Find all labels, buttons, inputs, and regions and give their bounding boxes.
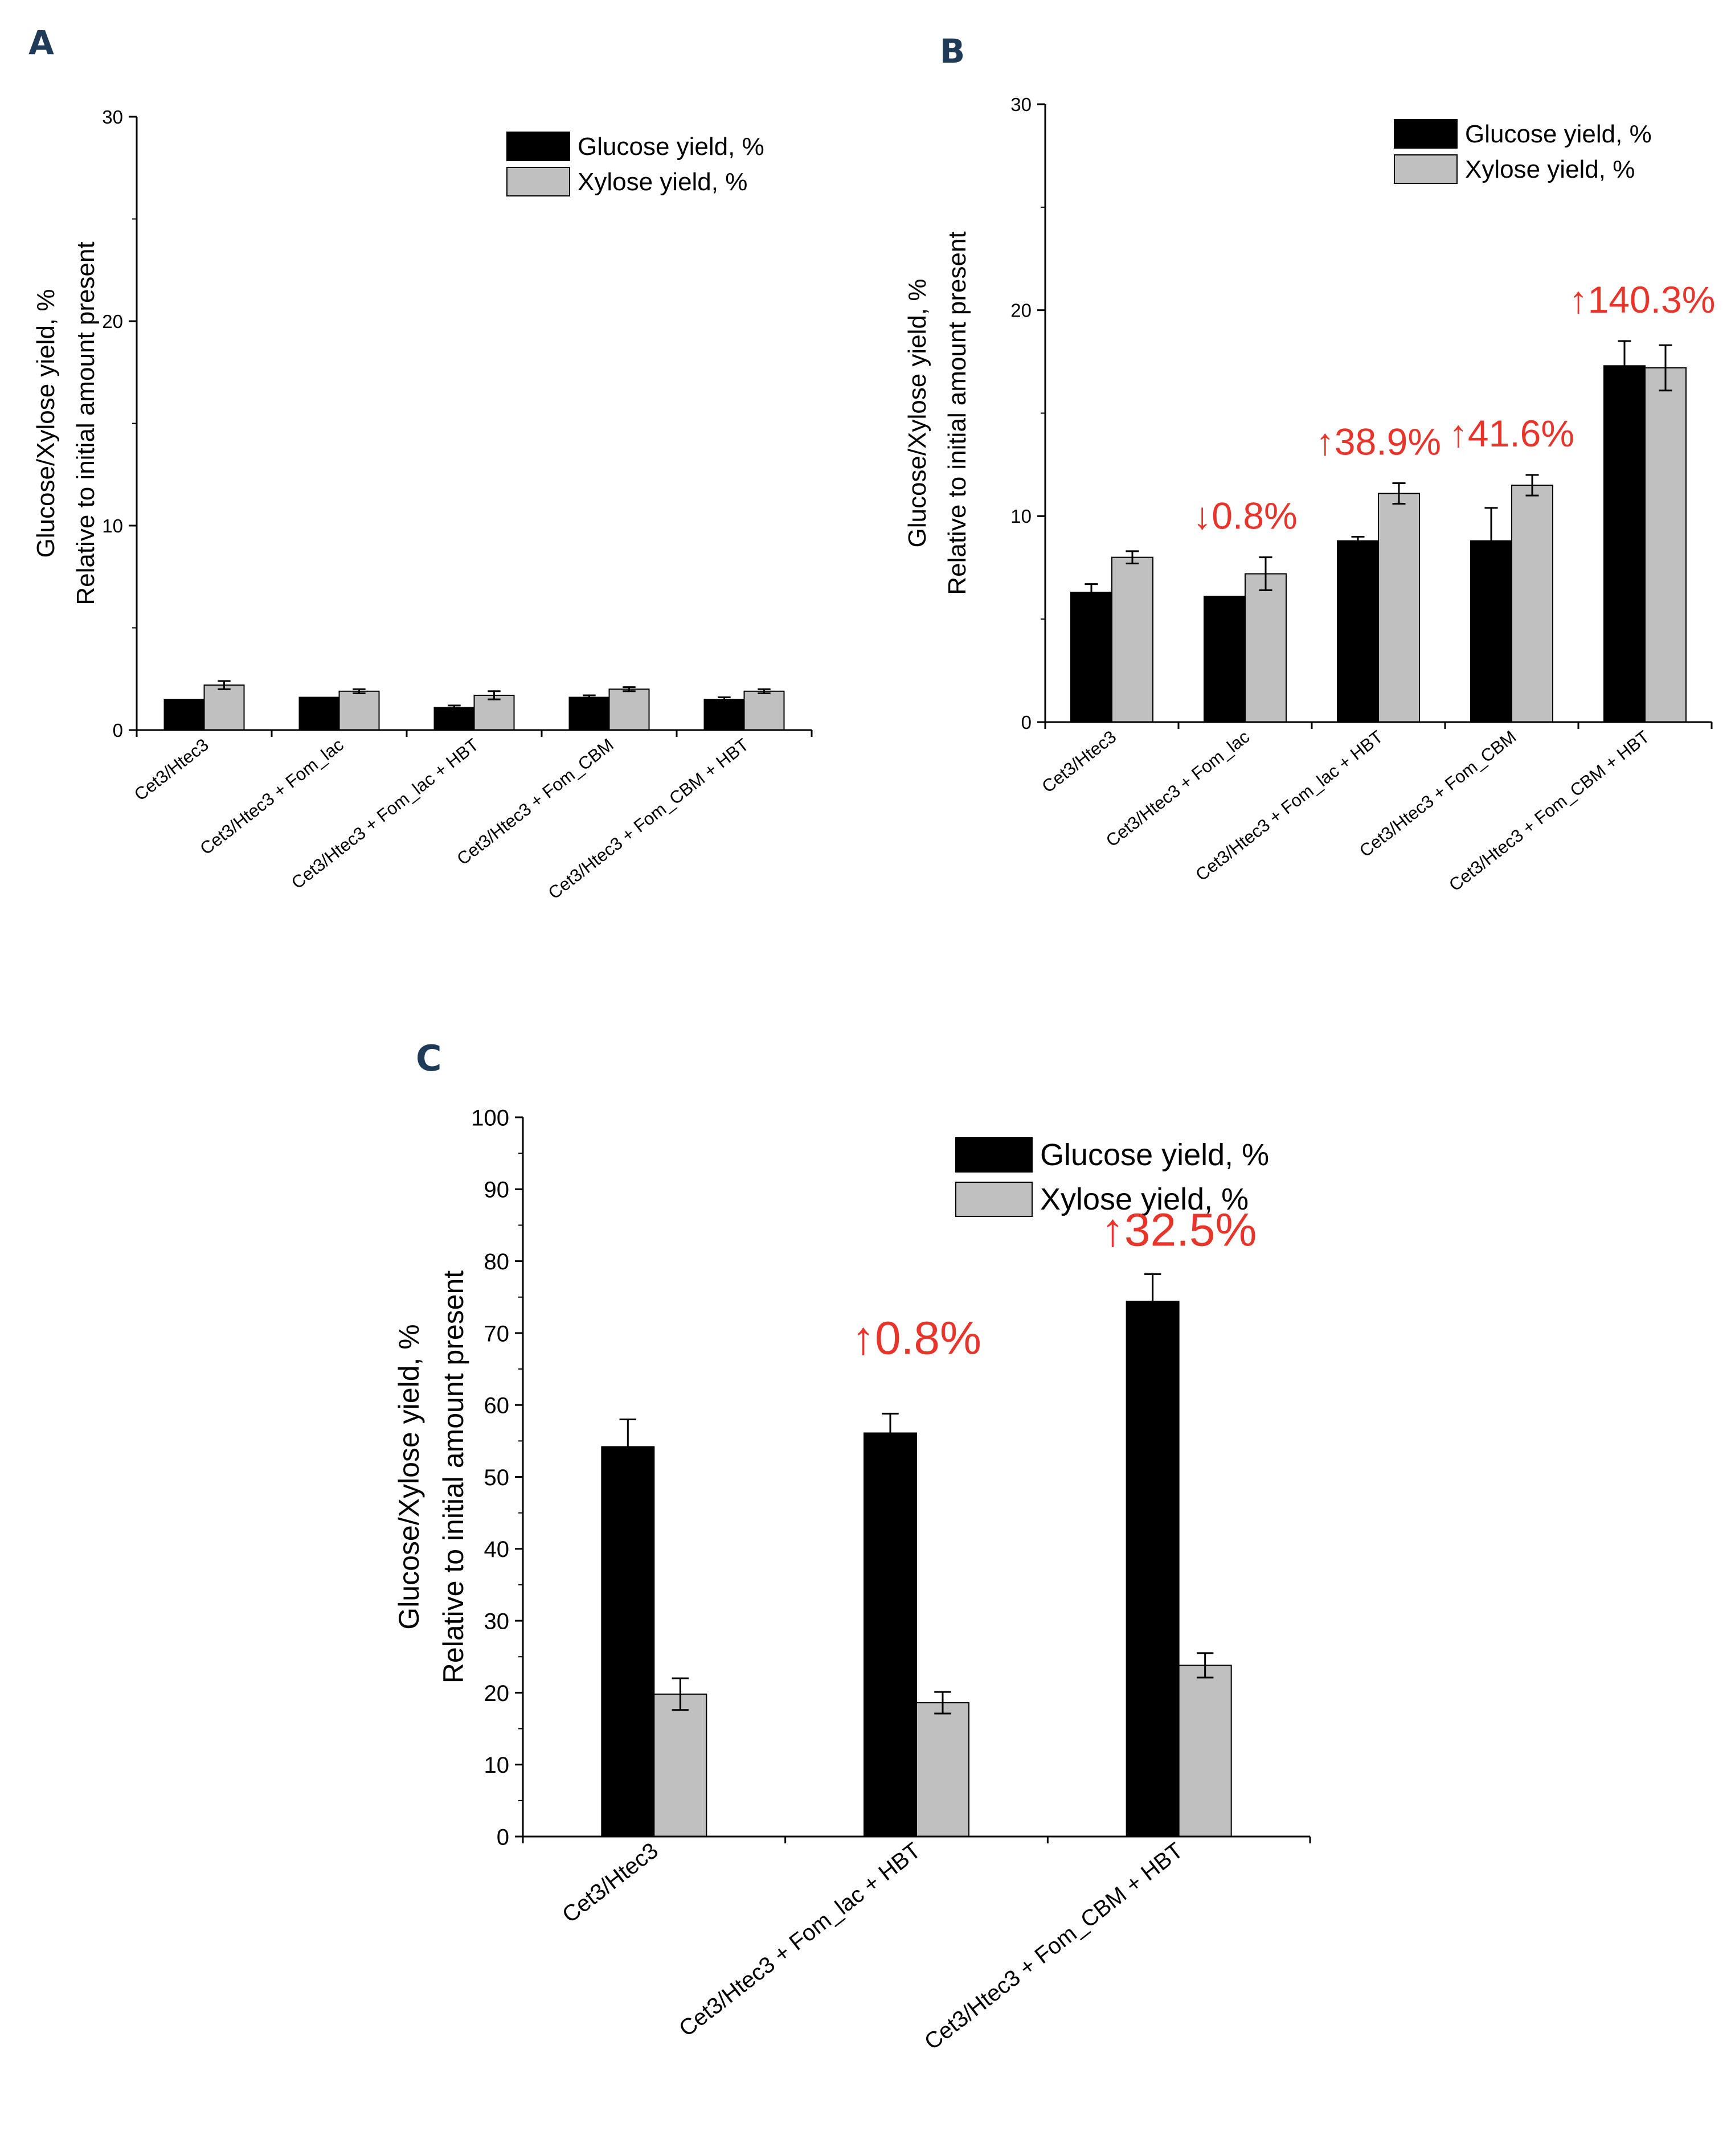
legend-label-xylose: Xylose yield, % [1040,1182,1249,1216]
legend-label-glucose: Glucose yield, % [578,133,764,161]
legend-swatch-xylose [506,167,570,196]
glucose-bar [864,1432,917,1838]
xylose-bar [1378,493,1420,723]
legend-swatch-glucose [955,1137,1033,1173]
glucose-bar [1070,592,1112,723]
legend-label-xylose: Xylose yield, % [1465,155,1635,183]
xylose-bar [743,690,785,731]
glucose-bar [163,699,205,731]
y-tick-label: 60 [484,1393,510,1419]
xylose-bar [1111,556,1153,723]
xylose-bar [653,1693,707,1838]
y-tick-label: 40 [484,1537,510,1562]
annotation-label: ↑32.5% [1101,1204,1257,1256]
y-tick-label: 90 [484,1178,510,1203]
y-tick-label: 10 [102,515,123,536]
y-tick-label: 30 [102,106,123,128]
legend-swatch-xylose [1394,154,1458,184]
glucose-bar [433,707,475,731]
glucose-bar [1337,540,1379,723]
xylose-bar [338,690,380,731]
annotation-label: ↑41.6% [1449,412,1574,454]
y-tick-label: 80 [484,1249,510,1274]
y-tick-label: 0 [1021,712,1032,733]
y-tick-label: 70 [484,1321,510,1346]
glucose-bar [1603,365,1646,723]
legend-swatch-glucose [506,132,570,161]
glucose-bar [1126,1301,1180,1837]
legend-swatch-xylose [955,1182,1033,1217]
xylose-bar [608,688,650,731]
y-tick-label: 20 [1010,300,1032,321]
y-tick-label: 20 [484,1681,510,1706]
xylose-bar [203,684,245,731]
xylose-bar [1178,1665,1232,1837]
legend-label-glucose: Glucose yield, % [1465,120,1652,148]
xylose-bar [1644,367,1687,723]
y-axis-label: Glucose/Xylose yield, % [903,279,931,548]
legend: Glucose yield, % Xylose yield, % [955,1137,1269,1217]
annotation-label: ↑38.9% [1316,420,1441,462]
glucose-bar [1204,596,1246,723]
y-tick-label: 100 [471,1105,509,1130]
y-tick-label: 30 [484,1609,510,1634]
y-tick-label: 0 [113,720,123,741]
legend-label-glucose: Glucose yield, % [1040,1138,1269,1172]
glucose-bar [601,1446,655,1838]
y-tick-label: 30 [1010,94,1032,115]
xylose-bar [1511,485,1553,723]
glucose-bar [568,696,610,731]
xylose-bar [1245,573,1287,723]
panel-letter: B [940,32,965,71]
y-axis-label: Glucose/Xylose yield, % [393,1324,425,1629]
y-axis-label: Relative to initial amount present [72,241,100,605]
y-tick-label: 20 [102,311,123,332]
glucose-bar [298,696,340,731]
xylose-bar [916,1702,969,1838]
annotation-label: ↑140.3% [1569,278,1716,321]
xylose-bar [473,694,515,731]
y-tick-label: 50 [484,1465,510,1490]
annotation-label: ↓0.8% [1193,495,1297,537]
glucose-bar [703,699,745,731]
legend-label-xylose: Xylose yield, % [578,168,747,196]
panel-letter: C [416,1038,442,1079]
legend: Glucose yield, % Xylose yield, % [1394,119,1652,184]
legend: Glucose yield, % Xylose yield, % [506,132,764,196]
y-axis-label: Relative to initial amount present [943,231,971,595]
y-tick-label: 10 [484,1753,510,1778]
y-axis-label: Glucose/Xylose yield, % [32,289,60,558]
annotation-label: ↑0.8% [852,1312,981,1364]
panel-letter: A [28,23,54,62]
y-tick-label: 10 [1010,506,1032,527]
y-tick-label: 0 [497,1825,509,1850]
legend-swatch-glucose [1394,119,1458,149]
y-axis-label: Relative to initial amount present [437,1270,469,1683]
